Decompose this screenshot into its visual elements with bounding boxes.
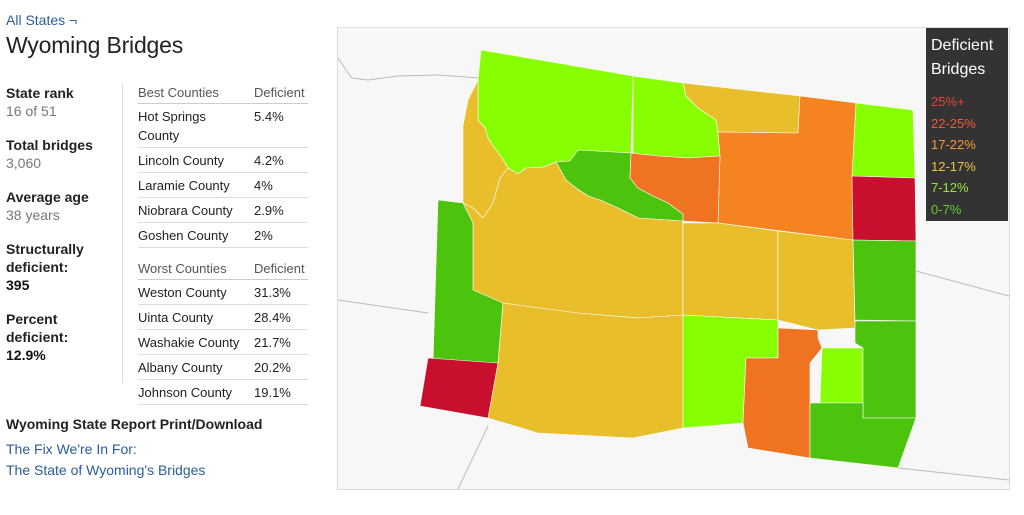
stat-value: 3,060 <box>6 155 42 171</box>
stat-label: Structurally deficient: <box>6 241 84 275</box>
legend-title: Deficient Bridges <box>931 37 994 78</box>
legend-item: 17-22% <box>931 137 976 152</box>
county-name: Washakie County <box>138 329 254 355</box>
stat-label: Total bridges <box>6 137 93 153</box>
legend-item: 0-7% <box>931 201 962 217</box>
county-deficient: 4% <box>254 172 308 198</box>
column-header-county: Best Counties <box>138 84 254 104</box>
stat-label: State rank <box>6 85 74 101</box>
county-uinta[interactable] <box>419 357 499 419</box>
county-goshen[interactable] <box>819 347 864 404</box>
table-row: Niobrara County 2.9% <box>138 197 308 223</box>
county-deficient: 20.2% <box>254 354 308 380</box>
legend: Deficient Bridges 25%+ 22-25% 17-22% 12-… <box>926 28 1008 221</box>
stat-label: Average age <box>6 189 89 205</box>
stat-value: 395 <box>6 277 30 293</box>
stat-value: 16 of 51 <box>6 103 57 119</box>
legend-item: 12-17% <box>931 158 976 174</box>
column-header-deficient: Deficient <box>254 260 308 280</box>
county-map-svg[interactable] <box>338 28 1009 489</box>
county-name: Goshen County <box>138 222 254 248</box>
stat-value: 38 years <box>6 207 60 223</box>
stat-structurally-deficient: Structurally deficient: 395 <box>6 240 116 294</box>
state-map[interactable] <box>337 27 1010 490</box>
stat-total-bridges: Total bridges 3,060 <box>6 136 116 172</box>
report-title: Wyoming State Report Print/Download <box>6 416 263 432</box>
county-laramie[interactable] <box>809 402 917 469</box>
stat-value: 12.9% <box>6 347 46 363</box>
county-converse[interactable] <box>777 230 856 331</box>
county-name: Niobrara County <box>138 197 254 223</box>
column-divider <box>122 83 123 383</box>
neighbor-border <box>457 425 489 489</box>
county-name: Uinta County <box>138 304 254 330</box>
table-row: Weston County 31.3% <box>138 279 308 305</box>
table-row: Albany County 20.2% <box>138 354 308 380</box>
county-deficient: 4.2% <box>254 147 308 173</box>
state-stats: State rank 16 of 51 Total bridges 3,060 … <box>6 84 116 380</box>
county-name: Weston County <box>138 279 254 305</box>
worst-counties-table: Worst Counties Deficient Weston County 31… <box>138 260 308 405</box>
best-counties-table: Best Counties Deficient Hot Springs Coun… <box>138 84 308 248</box>
county-deficient: 5.4% <box>254 103 308 148</box>
table-row: Lincoln County 4.2% <box>138 147 308 173</box>
stat-label: Percent deficient: <box>6 311 69 345</box>
table-row: Johnson County 19.1% <box>138 379 308 405</box>
county-sweetwater[interactable] <box>487 302 684 439</box>
table-row: Washakie County 21.7% <box>138 329 308 355</box>
all-states-link[interactable]: All States ¬ <box>6 12 78 28</box>
county-deficient: 2% <box>254 222 308 248</box>
county-name: Laramie County <box>138 172 254 198</box>
stat-percent-deficient: Percent deficient: 12.9% <box>6 310 116 364</box>
report-link-state-bridges[interactable]: The State of Wyoming's Bridges <box>6 462 206 478</box>
county-name: Lincoln County <box>138 147 254 173</box>
county-deficient: 21.7% <box>254 329 308 355</box>
county-deficient: 19.1% <box>254 379 308 405</box>
county-name: Albany County <box>138 354 254 380</box>
neighbor-border <box>897 467 1009 481</box>
county-hotsprings[interactable] <box>629 152 721 224</box>
legend-item: 7-12% <box>931 180 969 195</box>
table-row: Laramie County 4% <box>138 172 308 198</box>
breadcrumb-all-states[interactable]: All States ¬ <box>6 12 77 28</box>
county-weston[interactable] <box>851 175 917 242</box>
table-row: Goshen County 2% <box>138 222 308 248</box>
page-title: Wyoming Bridges <box>6 32 184 58</box>
county-deficient: 2.9% <box>254 197 308 223</box>
county-platte[interactable] <box>854 320 917 419</box>
column-header-county: Worst Counties <box>138 260 254 280</box>
report-links: The Fix We're In For: The State of Wyomi… <box>6 439 306 481</box>
neighbor-border <box>338 57 489 83</box>
table-row: Uinta County 28.4% <box>138 304 308 330</box>
legend-item: 25%+ <box>931 94 965 109</box>
stat-average-age: Average age 38 years <box>6 188 116 224</box>
neighbor-border <box>338 299 429 314</box>
county-natrona[interactable] <box>682 222 779 321</box>
state-report: Wyoming State Report Print/Download The … <box>6 416 306 481</box>
county-niobrara[interactable] <box>852 239 917 322</box>
column-header-deficient: Deficient <box>254 84 308 104</box>
report-link-fix[interactable]: The Fix We're In For: <box>6 441 137 457</box>
neighbor-border <box>915 270 1009 297</box>
county-deficient: 28.4% <box>254 304 308 330</box>
legend-items: 25%+ 22-25% 17-22% 12-17% 7-12% 0-7% <box>926 91 1008 220</box>
stat-state-rank: State rank 16 of 51 <box>6 84 116 120</box>
county-name: Hot Springs County <box>138 103 254 148</box>
county-crook[interactable] <box>851 102 916 179</box>
legend-item: 22-25% <box>931 115 976 131</box>
county-deficient: 31.3% <box>254 279 308 305</box>
table-row: Hot Springs County 5.4% <box>138 103 308 148</box>
county-name: Johnson County <box>138 379 254 405</box>
